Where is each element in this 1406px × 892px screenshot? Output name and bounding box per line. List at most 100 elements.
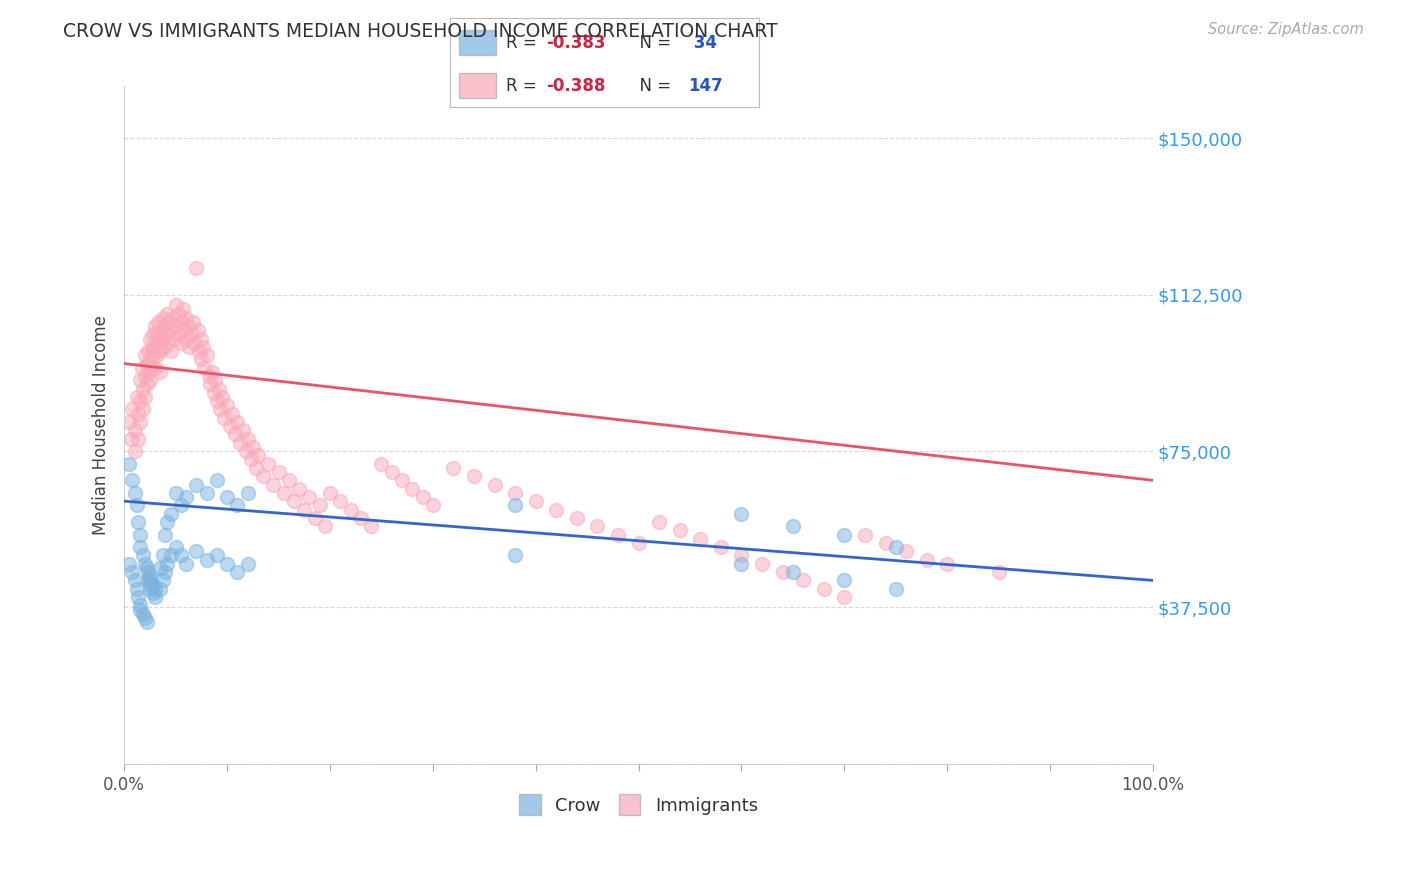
Point xyxy=(159,549,181,563)
Point xyxy=(132,607,155,621)
Point xyxy=(127,515,149,529)
Point xyxy=(546,502,568,516)
Point xyxy=(181,315,204,329)
Point xyxy=(134,611,156,625)
Point xyxy=(314,519,336,533)
Point xyxy=(235,444,257,458)
Point xyxy=(174,490,197,504)
Point xyxy=(277,473,299,487)
Point xyxy=(503,486,526,500)
Point xyxy=(118,557,141,571)
Point xyxy=(195,486,218,500)
Point xyxy=(146,327,169,342)
Point xyxy=(226,499,249,513)
Point xyxy=(150,332,173,346)
Text: -0.388: -0.388 xyxy=(546,77,605,95)
Point xyxy=(292,502,315,516)
Point xyxy=(329,494,352,508)
Point xyxy=(782,519,804,533)
Point xyxy=(257,457,280,471)
Point xyxy=(118,415,141,429)
Point xyxy=(987,565,1010,579)
Text: -0.383: -0.383 xyxy=(546,34,606,52)
Point xyxy=(304,511,326,525)
Point xyxy=(422,499,444,513)
Point xyxy=(170,335,193,350)
Point xyxy=(607,527,630,541)
Point xyxy=(155,527,177,541)
Point xyxy=(894,544,917,558)
Point xyxy=(143,360,166,375)
Point xyxy=(174,310,197,325)
Point xyxy=(165,298,187,312)
Point xyxy=(689,532,711,546)
Point xyxy=(139,574,162,588)
Point xyxy=(412,490,434,504)
Text: R =: R = xyxy=(506,77,541,95)
Point xyxy=(524,494,547,508)
Point xyxy=(565,511,588,525)
Point xyxy=(190,352,212,367)
Point xyxy=(149,344,172,359)
Point xyxy=(165,319,187,334)
Point xyxy=(170,499,193,513)
Point xyxy=(208,382,231,396)
Point xyxy=(135,561,157,575)
Point xyxy=(262,477,284,491)
Point xyxy=(730,507,752,521)
Point xyxy=(121,402,143,417)
Text: N =: N = xyxy=(630,77,676,95)
Point xyxy=(273,486,295,500)
Point xyxy=(167,327,190,342)
Point xyxy=(157,315,180,329)
Point xyxy=(170,549,193,563)
Point xyxy=(288,482,311,496)
Point xyxy=(202,385,225,400)
Text: CROW VS IMMIGRANTS MEDIAN HOUSEHOLD INCOME CORRELATION CHART: CROW VS IMMIGRANTS MEDIAN HOUSEHOLD INCO… xyxy=(63,22,778,41)
Point xyxy=(252,469,274,483)
Point xyxy=(212,410,235,425)
Point xyxy=(853,527,876,541)
Point xyxy=(219,419,242,434)
Y-axis label: Median Household Income: Median Household Income xyxy=(93,315,110,535)
Point xyxy=(834,574,856,588)
Point xyxy=(188,344,211,359)
Point xyxy=(183,335,205,350)
Point xyxy=(205,549,228,563)
Point xyxy=(136,344,159,359)
Point xyxy=(125,582,148,596)
Point xyxy=(162,310,184,325)
Point xyxy=(149,582,172,596)
Point xyxy=(730,549,752,563)
Point xyxy=(441,460,464,475)
Point xyxy=(236,486,259,500)
Text: R =: R = xyxy=(506,34,541,52)
Point xyxy=(201,365,224,379)
Point xyxy=(204,373,226,387)
Point xyxy=(229,435,252,450)
Point xyxy=(127,590,149,604)
Point xyxy=(195,348,218,362)
Point xyxy=(124,486,146,500)
Point xyxy=(648,515,671,529)
Point xyxy=(143,582,166,596)
Point xyxy=(198,377,221,392)
Point xyxy=(190,332,212,346)
Point xyxy=(936,557,959,571)
Point xyxy=(187,323,209,337)
Point xyxy=(139,373,162,387)
Point xyxy=(139,582,162,596)
Point xyxy=(146,315,169,329)
Bar xyxy=(460,30,496,55)
Point xyxy=(751,557,773,571)
Point xyxy=(149,323,172,337)
Point xyxy=(730,557,752,571)
Point xyxy=(813,582,835,596)
Point xyxy=(139,332,162,346)
Point xyxy=(128,540,150,554)
Point xyxy=(627,536,650,550)
Point xyxy=(156,327,179,342)
Point xyxy=(136,565,159,579)
Point xyxy=(217,557,239,571)
Text: N =: N = xyxy=(630,34,676,52)
